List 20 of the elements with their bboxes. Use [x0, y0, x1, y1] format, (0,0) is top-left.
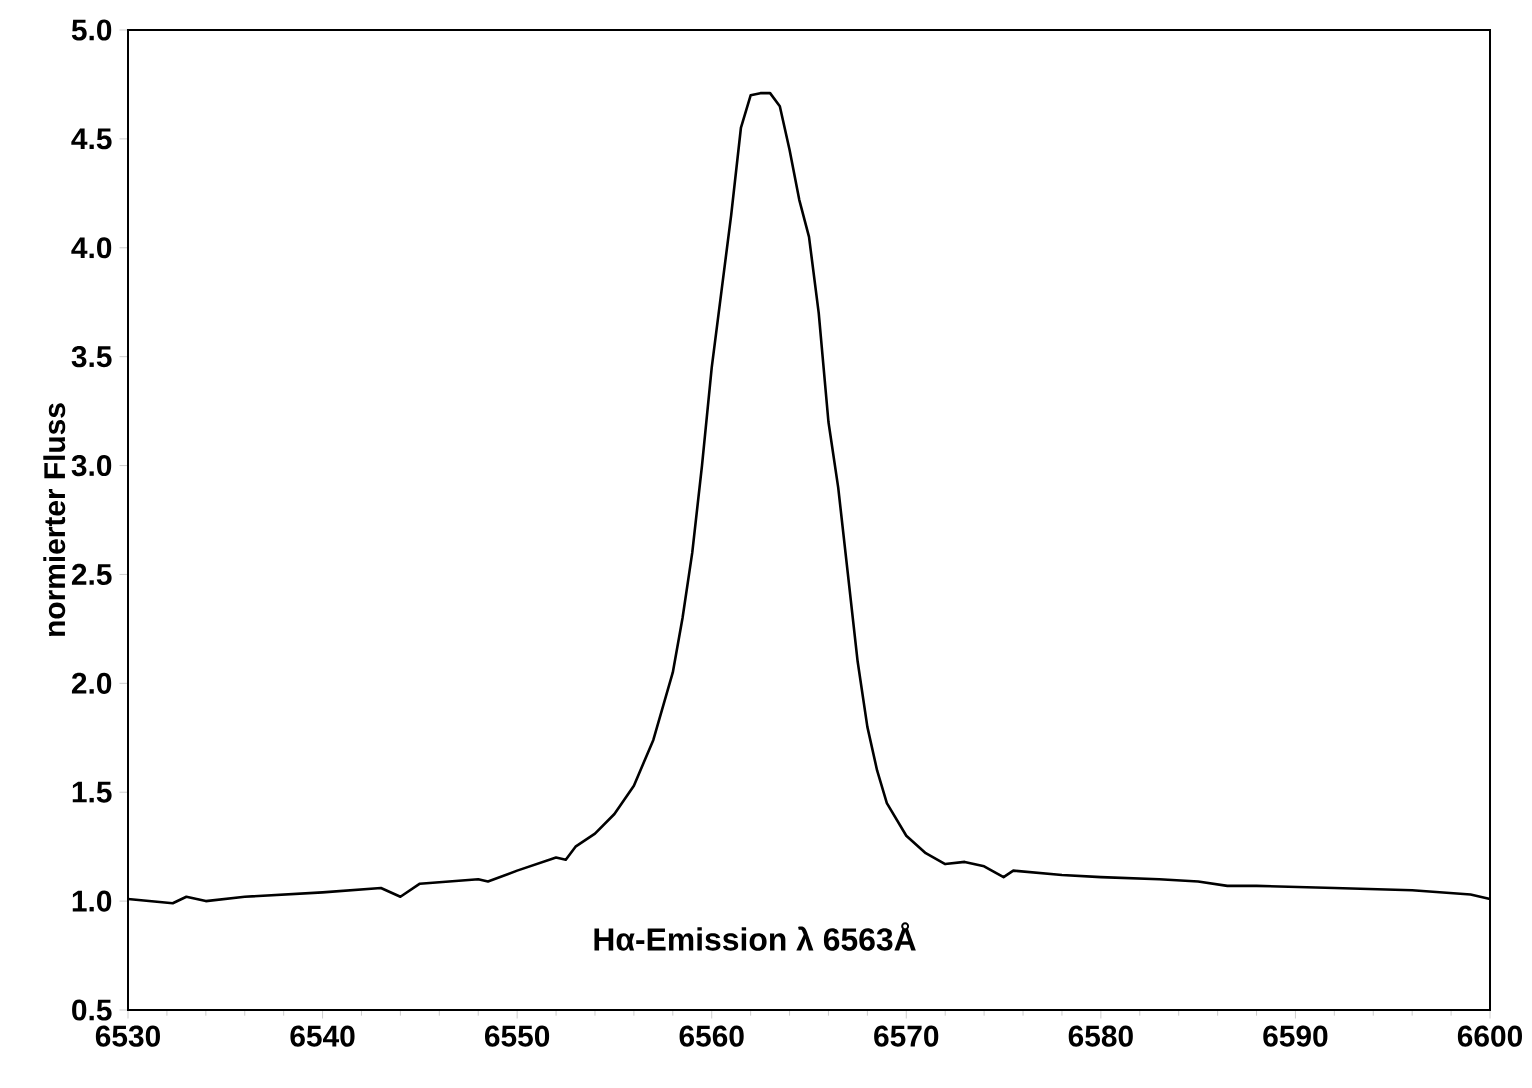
- x-tick-label: 6580: [1068, 1025, 1133, 1047]
- x-tick-label: 6570: [874, 1025, 939, 1047]
- y-tick-label: 4.0: [71, 237, 112, 259]
- x-tick-label: 6600: [1457, 1025, 1522, 1047]
- y-tick-label: 1.5: [72, 781, 112, 803]
- x-tick-label: 6540: [290, 1025, 355, 1047]
- y-tick-label: 3.5: [71, 346, 112, 368]
- x-tick-label: 6530: [95, 1025, 160, 1047]
- y-tick-label: 3.0: [71, 454, 112, 477]
- x-tick-label: 6550: [484, 1025, 550, 1047]
- y-axis-title: normierter Fluss: [43, 403, 66, 636]
- y-tick-label: 0.5: [72, 999, 112, 1021]
- y-tick-label: 5.0: [71, 19, 112, 41]
- annotation: Hα-Emission λ 6563Å: [594, 922, 916, 951]
- y-tick-label: 4.5: [71, 128, 112, 150]
- y-tick-label: 2.5: [71, 563, 112, 586]
- x-tick-label: 6590: [1263, 1025, 1328, 1047]
- x-tick-label: 6560: [679, 1025, 744, 1047]
- y-tick-label: 1.0: [72, 890, 112, 912]
- y-tick-label: 2.0: [71, 672, 112, 694]
